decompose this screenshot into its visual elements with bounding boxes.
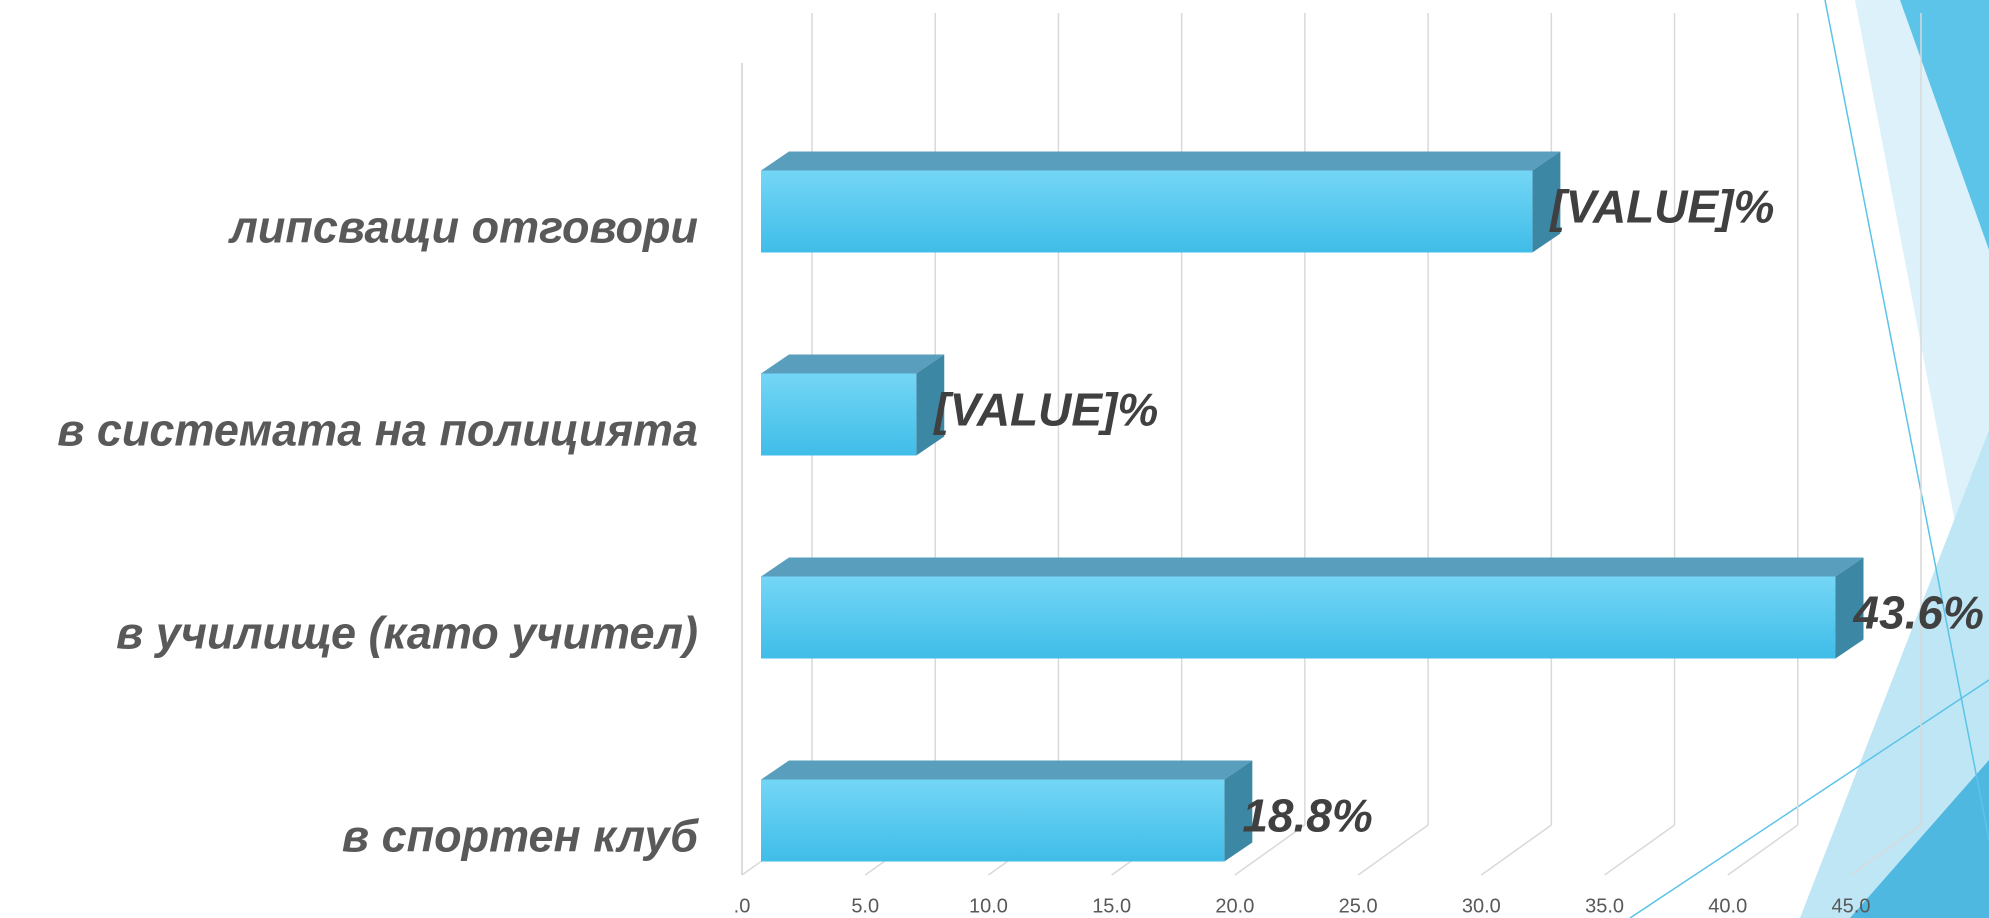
x-tick-label: 15.0 (1092, 895, 1131, 917)
category-label: в спортен клуб (342, 810, 699, 861)
bar-top (761, 354, 945, 374)
floor-grid-line (1234, 824, 1306, 876)
category-label: в системата на полицията (57, 404, 698, 455)
floor-grid-line (1357, 824, 1429, 876)
x-tick-label: 5.0 (851, 895, 879, 917)
background-decoration (1629, 0, 1989, 918)
bar (761, 576, 1836, 659)
bar-top (761, 151, 1561, 171)
bars (761, 151, 1864, 862)
x-tick-label: 30.0 (1462, 895, 1501, 917)
x-tick-label: .0 (734, 895, 751, 917)
bar (761, 170, 1533, 253)
value-label: 18.8% (1242, 790, 1372, 842)
category-label: липсващи отговори (228, 201, 698, 252)
bar-side (1532, 151, 1561, 253)
bar-top (761, 557, 1864, 577)
floor-grid-line (1850, 824, 1922, 876)
x-tick-label: 10.0 (969, 895, 1008, 917)
bar-side (1224, 760, 1253, 862)
bar-top (761, 760, 1253, 780)
value-label: [VALUE]% (1548, 181, 1774, 233)
floor-grid-line (1727, 824, 1799, 876)
bar (761, 779, 1225, 862)
bar-side (1835, 557, 1864, 659)
value-label: 43.6% (1852, 587, 1983, 639)
x-tick-label: 20.0 (1215, 895, 1254, 917)
x-tick-label: 25.0 (1339, 895, 1378, 917)
floor-grid-line (1480, 824, 1552, 876)
bar (761, 373, 917, 456)
x-tick-label: 40.0 (1708, 895, 1747, 917)
value-label: [VALUE]% (932, 384, 1158, 436)
floor-grid-line (1604, 824, 1675, 876)
bar-side (916, 354, 945, 456)
labels: .0 5.0 10.0 15.0 20.0 25.0 30.0 35.0 40.0 45.0 [VA… (57, 181, 1984, 918)
x-tick-label: 45.0 (1832, 895, 1871, 917)
x-tick-label: 35.0 (1585, 895, 1624, 917)
category-label: в училище (като учител) (116, 607, 698, 658)
